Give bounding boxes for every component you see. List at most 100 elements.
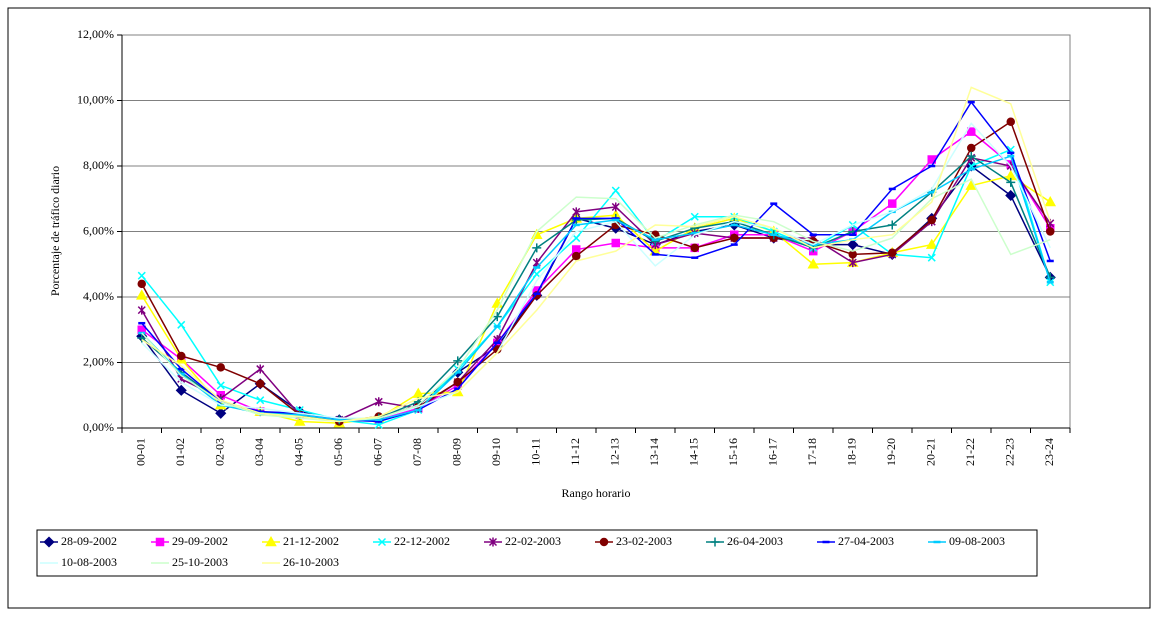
- data-point: [175, 384, 187, 396]
- x-tick-label: 02-03: [213, 438, 227, 466]
- data-point: [571, 215, 581, 225]
- y-axis-title: Porcentaje de tráfico diario: [48, 166, 62, 296]
- data-point: [216, 363, 226, 372]
- x-tick-label: 06-07: [371, 438, 385, 466]
- data-point: [966, 143, 976, 153]
- legend-marker: [710, 537, 720, 547]
- data-point: [137, 279, 147, 289]
- data-point: [135, 289, 148, 300]
- legend-marker: [377, 537, 387, 547]
- y-tick-label: 4,00%: [83, 289, 114, 303]
- data-point: [967, 127, 976, 136]
- x-tick-label: 08-09: [450, 438, 464, 466]
- x-tick-label: 12-13: [608, 438, 622, 466]
- data-point: [216, 381, 225, 390]
- legend-label: 29-09-2002: [172, 534, 228, 548]
- x-tick-label: 16-17: [766, 438, 780, 466]
- data-point: [137, 271, 146, 280]
- x-tick-label: 07-08: [410, 438, 424, 466]
- data-point: [572, 207, 581, 217]
- legend-label: 22-02-2003: [505, 534, 561, 548]
- x-tick-label: 10-11: [529, 438, 543, 466]
- x-tick-label: 18-19: [845, 438, 859, 466]
- legend-label: 21-12-2002: [283, 534, 339, 548]
- data-point: [888, 199, 897, 208]
- data-point: [1044, 195, 1057, 207]
- data-point: [256, 396, 265, 405]
- data-point: [176, 351, 186, 361]
- x-tick-label: 20-21: [924, 438, 938, 466]
- legend-marker: [155, 537, 165, 547]
- x-axis-title: Rango horario: [562, 486, 631, 500]
- x-tick-label: 23-24: [1042, 438, 1056, 466]
- data-point: [532, 243, 542, 253]
- y-tick-label: 12,00%: [77, 27, 114, 41]
- data-point: [729, 233, 739, 243]
- legend-label: 26-10-2003: [283, 555, 339, 569]
- x-tick-label: 11-12: [568, 438, 582, 466]
- x-tick-label: 13-14: [647, 438, 661, 466]
- y-tick-label: 2,00%: [83, 354, 114, 368]
- x-tick-label: 14-15: [687, 438, 701, 466]
- data-point: [374, 397, 383, 407]
- x-tick-label: 00-01: [134, 438, 148, 466]
- x-tick-label: 05-06: [331, 438, 345, 466]
- legend-label: 26-04-2003: [727, 534, 783, 548]
- data-point: [611, 238, 620, 248]
- data-point: [690, 212, 699, 221]
- legend-label: 10-08-2003: [61, 555, 117, 569]
- series-line: [141, 156, 1051, 421]
- data-point: [453, 356, 463, 366]
- x-tick-label: 04-05: [292, 438, 306, 466]
- data-point: [571, 251, 581, 261]
- data-point: [965, 179, 978, 190]
- data-point: [927, 155, 936, 164]
- y-tick-label: 8,00%: [83, 158, 114, 172]
- data-point: [215, 407, 227, 419]
- data-point: [611, 186, 620, 195]
- data-point: [927, 215, 937, 225]
- data-point: [847, 239, 859, 251]
- y-tick-label: 10,00%: [77, 92, 114, 106]
- data-point: [690, 243, 700, 253]
- data-point: [137, 333, 147, 343]
- data-point: [887, 248, 897, 258]
- legend-label: 27-04-2003: [838, 534, 894, 548]
- series-line: [141, 178, 1051, 423]
- series-line: [141, 120, 1051, 423]
- legend-label: 23-02-2003: [616, 534, 672, 548]
- legend-marker: [265, 535, 277, 547]
- legend-label: 22-12-2002: [394, 534, 450, 548]
- data-point: [1005, 189, 1017, 202]
- data-point: [137, 305, 146, 315]
- data-point: [1006, 177, 1016, 187]
- data-point: [572, 234, 581, 243]
- legend-label: 25-10-2003: [172, 555, 228, 569]
- data-point: [807, 258, 820, 269]
- data-point: [412, 387, 425, 398]
- data-point: [966, 151, 976, 161]
- x-tick-label: 19-20: [884, 438, 898, 466]
- x-tick-label: 21-22: [963, 438, 977, 466]
- x-tick-label: 03-04: [252, 438, 266, 466]
- data-point: [848, 250, 858, 259]
- data-point: [177, 320, 186, 329]
- x-tick-label: 01-02: [173, 438, 187, 466]
- data-point: [1006, 117, 1016, 127]
- data-point: [848, 258, 857, 268]
- x-tick-label: 22-23: [1003, 438, 1017, 466]
- y-tick-label: 6,00%: [83, 223, 114, 237]
- series-line: [141, 175, 1051, 424]
- x-tick-label: 15-16: [726, 438, 740, 466]
- data-point: [925, 238, 938, 249]
- legend-marker: [599, 537, 609, 547]
- y-tick-label: 0,00%: [83, 420, 114, 434]
- data-point: [293, 415, 306, 426]
- data-point: [1045, 227, 1055, 236]
- legend-marker: [488, 537, 498, 547]
- data-point: [256, 364, 265, 374]
- data-point: [927, 253, 936, 262]
- data-point: [611, 202, 620, 212]
- series-line: [141, 122, 1051, 419]
